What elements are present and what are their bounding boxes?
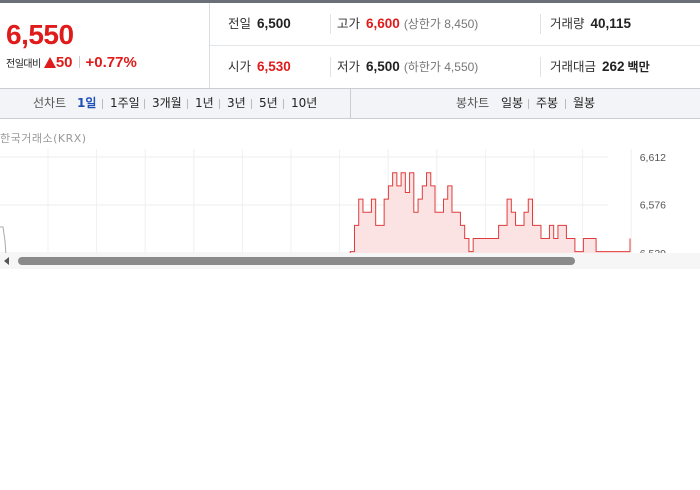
candle-monthly[interactable]: 월봉 bbox=[573, 96, 596, 110]
chart-scrollbar[interactable] bbox=[0, 253, 700, 269]
divider bbox=[78, 56, 80, 68]
candle-chart-label: 봉차트 bbox=[456, 96, 490, 110]
divider bbox=[219, 99, 220, 109]
upper-limit: (상한가 8,450) bbox=[403, 17, 479, 31]
day-high: 고가 6,600 (상한가 8,450) bbox=[337, 3, 478, 45]
series-area bbox=[346, 172, 630, 269]
change-percent: +0.77% bbox=[85, 54, 137, 71]
trade-value: 거래대금 262 백만 bbox=[550, 46, 650, 88]
price-summary: 6,550 전일대비 50 +0.77% bbox=[0, 3, 210, 88]
divider bbox=[251, 99, 252, 109]
open-value: 6,530 bbox=[257, 59, 291, 74]
lower-limit: (하한가 4,550) bbox=[403, 60, 479, 74]
prev-close: 전일 6,500 bbox=[228, 3, 291, 45]
volume-label: 거래량 bbox=[550, 16, 585, 31]
period-1y[interactable]: 1년 bbox=[195, 96, 214, 110]
prev-close-value: 6,500 bbox=[257, 16, 291, 31]
data-source-label: 한국거래소(KRX) bbox=[0, 132, 87, 145]
period-5y[interactable]: 5년 bbox=[259, 96, 278, 110]
series-line bbox=[345, 172, 631, 269]
divider bbox=[102, 99, 103, 109]
top-border bbox=[0, 0, 700, 3]
open-label: 시가 bbox=[228, 59, 252, 74]
divider bbox=[540, 14, 541, 34]
quote-stats: 전일 6,500 고가 6,600 (상한가 8,450) 거래량 40,115 시가 6… bbox=[210, 3, 700, 88]
stats-row: 시가 6,530 저가 6,500 (하한가 4,550) 거래대금 262 백만 bbox=[210, 46, 700, 88]
divider bbox=[330, 57, 331, 77]
divider bbox=[144, 99, 145, 109]
high-value: 6,600 bbox=[366, 16, 400, 31]
divider bbox=[283, 99, 284, 109]
day-low: 저가 6,500 (하한가 4,550) bbox=[337, 46, 478, 88]
period-1d[interactable]: 1일 bbox=[77, 96, 97, 110]
current-price: 6,550 bbox=[6, 19, 74, 50]
chart-toolbar: 선차트 1일 1주일 3개월 1년 3년 5년 10년 봉차트 일봉 주봉 월봉 bbox=[0, 88, 700, 119]
trade-value-unit: 백만 bbox=[627, 60, 650, 74]
candle-weekly[interactable]: 주봉 bbox=[536, 96, 559, 110]
stats-row: 전일 6,500 고가 6,600 (상한가 8,450) 거래량 40,115 bbox=[210, 3, 700, 46]
divider bbox=[330, 14, 331, 34]
prev-close-label: 전일 bbox=[228, 16, 252, 31]
divider bbox=[187, 99, 188, 109]
chevron-left-icon[interactable] bbox=[4, 257, 9, 265]
candle-daily[interactable]: 일봉 bbox=[501, 96, 524, 110]
volume: 거래량 40,115 bbox=[550, 3, 631, 45]
open-price: 시가 6,530 bbox=[228, 46, 291, 88]
change-label: 전일대비 bbox=[6, 59, 41, 70]
low-label: 저가 bbox=[337, 59, 361, 74]
divider bbox=[540, 57, 541, 77]
y-tick-label: 6,612 bbox=[640, 152, 666, 164]
change-value: 50 bbox=[55, 54, 73, 71]
period-3y[interactable]: 3년 bbox=[227, 96, 246, 110]
low-value: 6,500 bbox=[366, 59, 400, 74]
divider bbox=[528, 99, 529, 109]
trade-value-amount: 262 bbox=[602, 59, 625, 74]
divider bbox=[565, 99, 566, 109]
y-tick-label: 6,576 bbox=[640, 199, 666, 211]
volume-value: 40,115 bbox=[590, 16, 632, 31]
period-1w[interactable]: 1주일 bbox=[110, 96, 140, 110]
trade-value-label: 거래대금 bbox=[550, 59, 597, 74]
line-chart-periods: 선차트 1일 1주일 3개월 1년 3년 5년 10년 bbox=[0, 89, 351, 118]
period-10y[interactable]: 10년 bbox=[291, 96, 318, 110]
up-triangle-icon bbox=[43, 57, 56, 68]
period-3m[interactable]: 3개월 bbox=[152, 96, 182, 110]
change-row: 전일대비 50 +0.77% bbox=[6, 54, 137, 71]
high-label: 고가 bbox=[337, 16, 361, 31]
line-chart-label: 선차트 bbox=[33, 96, 67, 110]
scrollbar-thumb[interactable] bbox=[18, 257, 575, 265]
